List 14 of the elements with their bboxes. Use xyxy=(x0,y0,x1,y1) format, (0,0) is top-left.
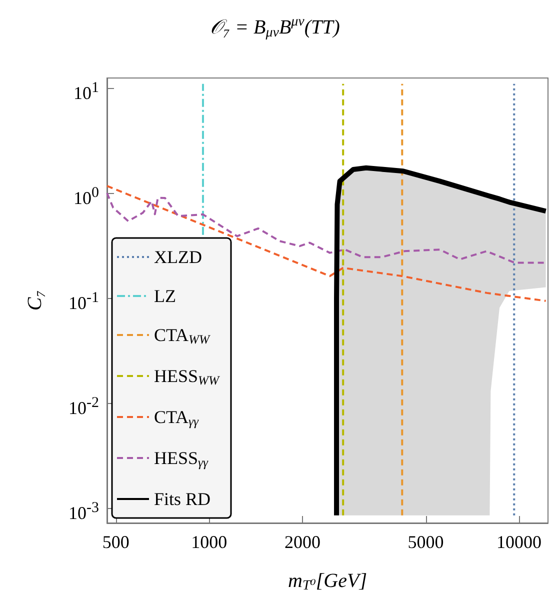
y-tick-label: 10$^{-2}$ xyxy=(68,394,99,420)
x-tick-label: 1000 xyxy=(191,532,228,552)
y-tick-label: 10$^{-3}$ xyxy=(68,499,99,526)
x-tick-label: 5000 xyxy=(408,532,444,552)
y-tick-label: 10$^{-1}$ xyxy=(68,289,99,316)
x-tick-label: 500 xyxy=(102,532,130,552)
x-tick-label: 2000 xyxy=(284,532,320,552)
y-tick-label: 10$^{0}$ xyxy=(74,184,99,210)
legend-label: XLZD xyxy=(154,247,202,267)
y-tick-label: 10$^{1}$ xyxy=(74,79,99,106)
legend-label: LZ xyxy=(154,286,176,306)
x-tick-label: 10000 xyxy=(496,532,542,552)
legend-label: Fits RD xyxy=(154,489,211,509)
y-axis-title: C₇ xyxy=(24,290,46,311)
